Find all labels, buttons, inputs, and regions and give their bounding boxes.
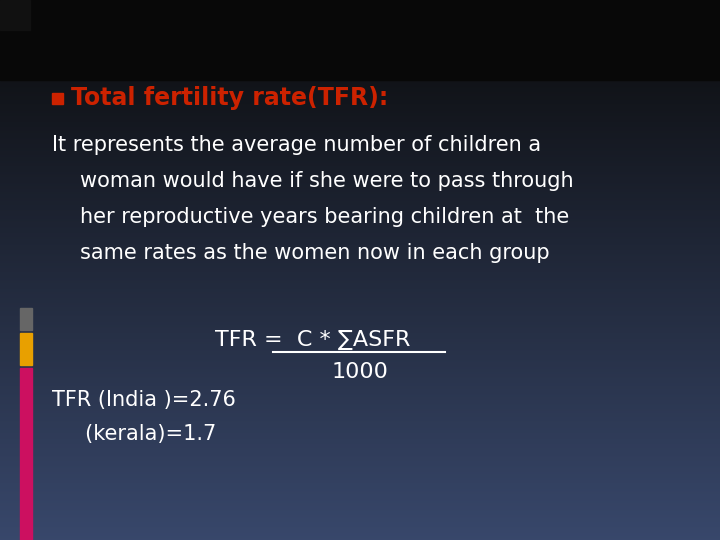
Bar — [0, 0, 720, 80]
Bar — [20, 308, 32, 330]
Text: 1000: 1000 — [332, 362, 388, 382]
Text: TFR (India )=2.76: TFR (India )=2.76 — [52, 390, 236, 410]
Text: her reproductive years bearing children at  the: her reproductive years bearing children … — [80, 207, 570, 227]
Bar — [20, 333, 32, 365]
Bar — [0, 0, 30, 30]
Text: woman would have if she were to pass through: woman would have if she were to pass thr… — [80, 171, 574, 191]
Text: Total fertility rate(TFR):: Total fertility rate(TFR): — [71, 86, 388, 110]
Text: It represents the average number of children a: It represents the average number of chil… — [52, 135, 541, 155]
Bar — [20, 368, 32, 540]
Text: TFR =  C * ∑ASFR: TFR = C * ∑ASFR — [215, 330, 410, 350]
Bar — [52, 92, 63, 104]
Text: (kerala)=1.7: (kerala)=1.7 — [52, 424, 216, 444]
Text: same rates as the women now in each group: same rates as the women now in each grou… — [80, 243, 549, 263]
